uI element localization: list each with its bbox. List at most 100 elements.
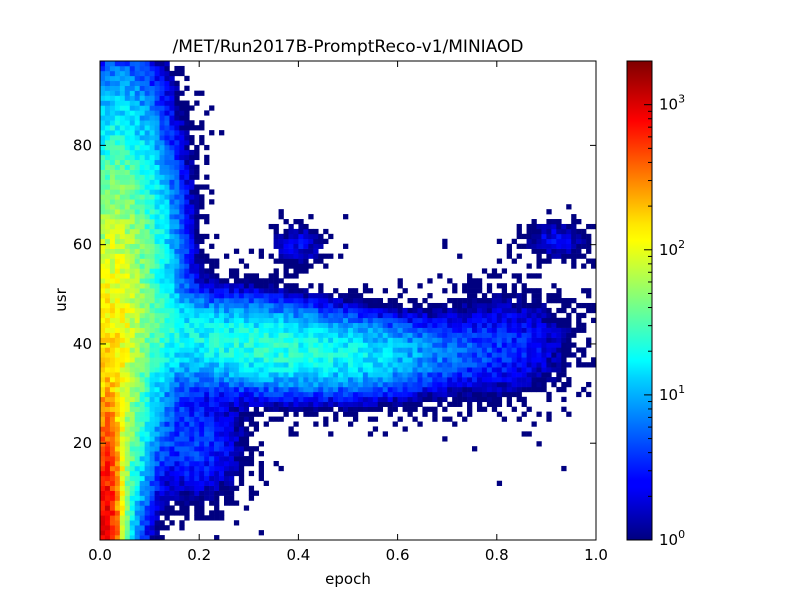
heatmap-cell: [189, 120, 195, 126]
heatmap-cell: [164, 159, 170, 165]
heatmap-cell: [278, 347, 284, 353]
heatmap-cell: [288, 396, 294, 403]
heatmap-cell: [100, 391, 106, 398]
heatmap-cell: [204, 421, 210, 427]
heatmap-cell: [204, 386, 210, 393]
heatmap-cell: [362, 283, 369, 289]
heatmap-cell: [109, 95, 116, 101]
heatmap-cell: [268, 377, 274, 383]
heatmap-cell: [104, 100, 111, 106]
heatmap-cell: [243, 322, 250, 328]
heatmap-cell: [283, 248, 289, 254]
heatmap-cell: [362, 367, 369, 373]
heatmap-cell: [541, 228, 547, 235]
heatmap-cell: [214, 391, 220, 398]
heatmap-cell: [581, 327, 587, 333]
heatmap-cell: [581, 322, 587, 328]
heatmap-cell: [496, 396, 503, 403]
heatmap-cell: [447, 327, 453, 333]
heatmap-cell: [377, 307, 384, 314]
heatmap-cell: [114, 80, 121, 86]
heatmap-cell: [154, 253, 160, 259]
heatmap-cell: [541, 367, 547, 373]
heatmap-cell: [452, 396, 458, 403]
heatmap-cell: [228, 446, 235, 452]
heatmap-cell: [521, 312, 527, 319]
heatmap-cell: [422, 327, 428, 333]
heatmap-cell: [209, 317, 215, 324]
heatmap-cell: [134, 495, 140, 501]
heatmap-cell: [536, 248, 542, 254]
heatmap-cell: [119, 451, 126, 457]
heatmap-cell: [397, 337, 403, 343]
heatmap-cell: [144, 337, 150, 343]
heatmap-cell: [481, 372, 488, 378]
heatmap-cell: [169, 169, 175, 175]
heatmap-cell: [214, 258, 220, 264]
heatmap-cell: [124, 194, 131, 200]
heatmap-cell: [139, 80, 145, 86]
heatmap-cell: [184, 283, 190, 289]
heatmap-cell: [263, 367, 269, 373]
heatmap-cell: [134, 149, 140, 156]
heatmap-cell: [467, 362, 473, 368]
heatmap-cell: [233, 312, 240, 319]
heatmap-cell: [174, 480, 180, 486]
heatmap-cell: [546, 411, 552, 417]
heatmap-cell: [139, 485, 145, 491]
heatmap-cell: [412, 367, 418, 373]
heatmap-cell: [109, 386, 116, 393]
heatmap-cell: [199, 372, 205, 378]
heatmap-cell: [100, 377, 106, 383]
heatmap-cell: [174, 386, 180, 393]
heatmap-cell: [189, 233, 195, 240]
heatmap-cell: [100, 520, 106, 526]
heatmap-cell: [119, 233, 126, 240]
heatmap-cell: [219, 416, 225, 422]
heatmap-cell: [417, 381, 423, 388]
heatmap-cell: [283, 401, 289, 407]
heatmap-cell: [124, 525, 131, 531]
heatmap-cell: [100, 263, 106, 269]
heatmap-cell: [109, 490, 116, 496]
heatmap-cell: [293, 317, 299, 324]
heatmap-cell: [100, 61, 106, 67]
heatmap-cell: [179, 90, 185, 96]
heatmap-cell: [194, 510, 200, 516]
heatmap-cell: [104, 140, 111, 146]
heatmap-cell: [169, 396, 175, 403]
heatmap-cell: [417, 283, 423, 289]
heatmap-cell: [164, 100, 170, 106]
heatmap-cell: [184, 347, 190, 353]
heatmap-cell: [109, 510, 116, 516]
heatmap-cell: [521, 411, 527, 417]
heatmap-cell: [199, 495, 205, 501]
heatmap-cell: [214, 317, 220, 324]
heatmap-cell: [566, 381, 572, 388]
x-tick-label: 0.6: [386, 546, 410, 564]
heatmap-cell: [100, 219, 106, 225]
heatmap-cell: [174, 307, 180, 314]
heatmap-cell: [561, 372, 567, 378]
heatmap-cell: [303, 337, 309, 343]
heatmap-cell: [516, 342, 522, 348]
heatmap-cell: [303, 372, 309, 378]
heatmap-cell: [556, 347, 562, 353]
heatmap-cell: [179, 342, 185, 348]
heatmap-cell: [109, 61, 116, 67]
heatmap-cell: [496, 362, 503, 368]
heatmap-cell: [119, 298, 126, 304]
heatmap-cell: [100, 332, 106, 338]
heatmap-cell: [571, 223, 577, 230]
heatmap-cell: [328, 312, 334, 319]
heatmap-cell: [238, 317, 245, 324]
heatmap-cell: [258, 293, 264, 299]
heatmap-cell: [546, 416, 552, 422]
heatmap-cell: [100, 154, 106, 161]
heatmap-cell: [293, 401, 299, 407]
heatmap-cell: [253, 273, 260, 279]
heatmap-cell: [243, 307, 250, 314]
heatmap-cell: [273, 381, 279, 388]
heatmap-cell: [114, 125, 121, 131]
heatmap-cell: [194, 465, 200, 472]
